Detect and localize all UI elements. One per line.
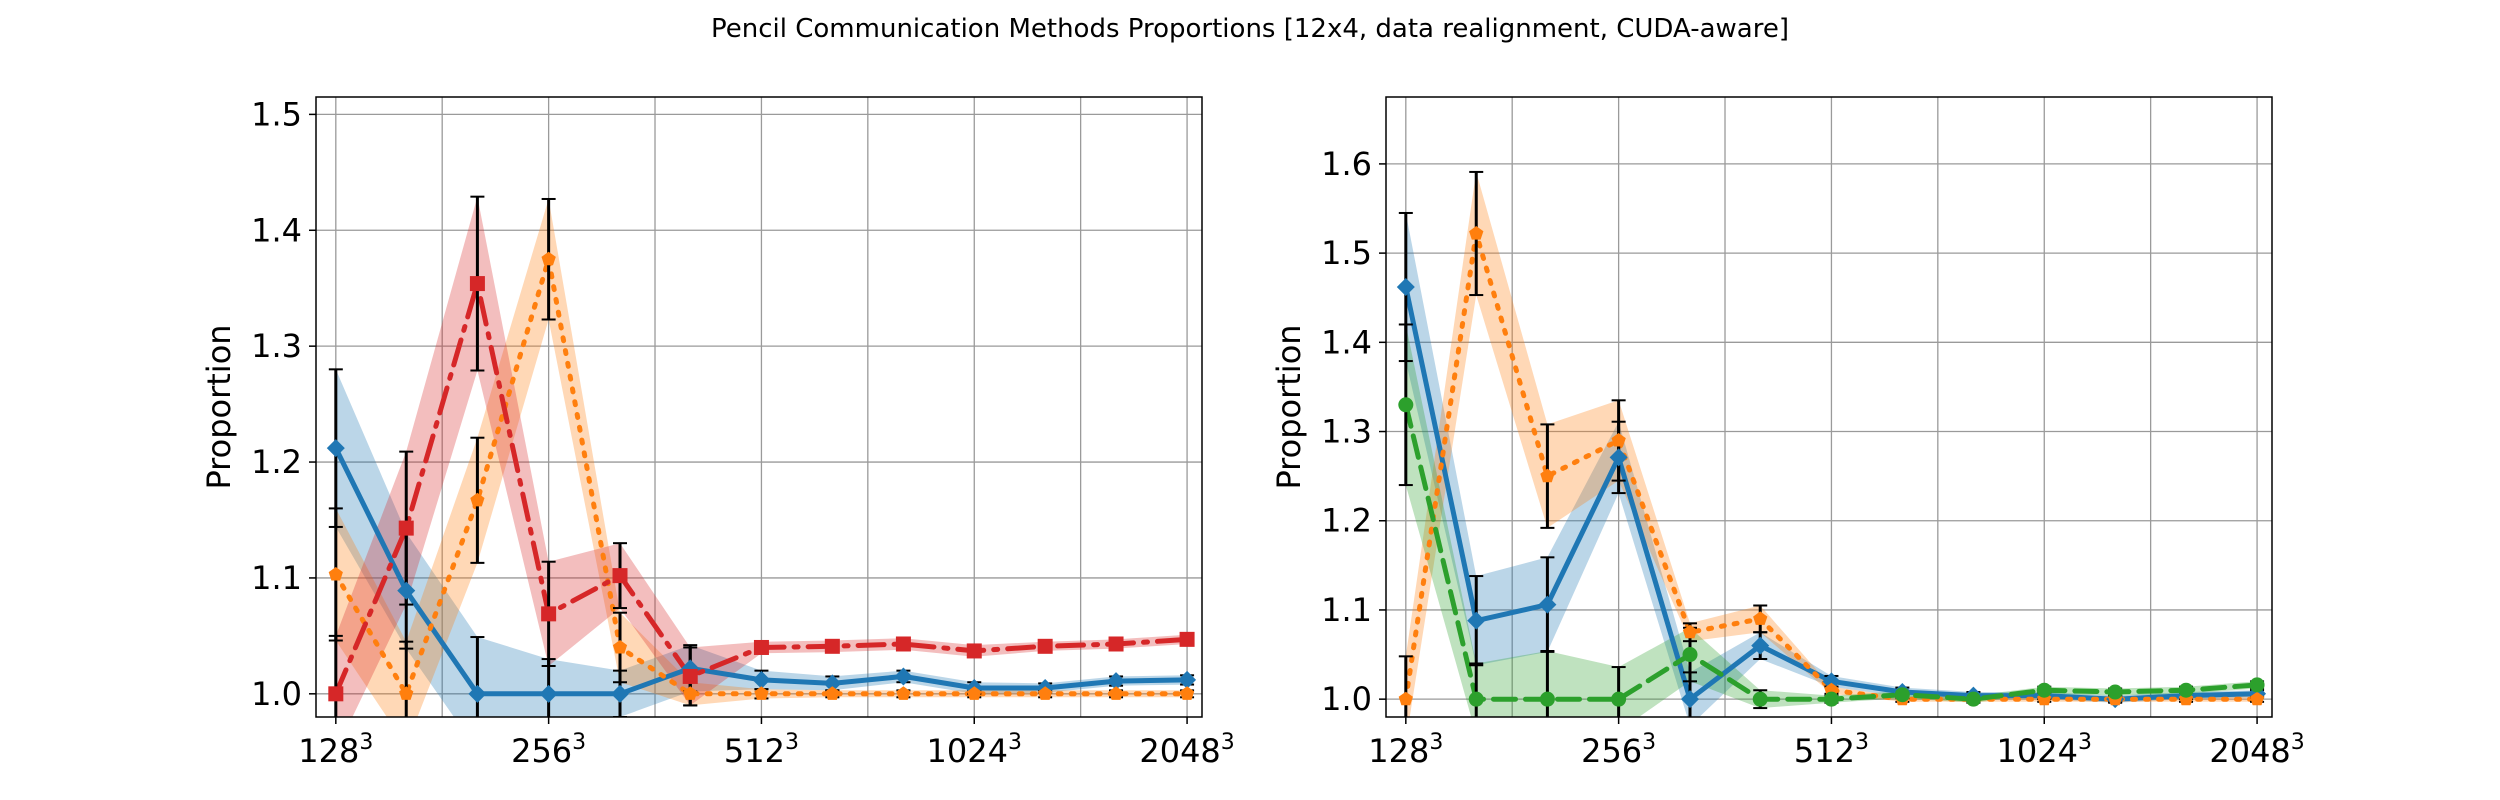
- y-tick-label: 1.4: [1321, 323, 1372, 361]
- y-tick-label: 1.3: [1321, 413, 1372, 451]
- figure-title: Pencil Communication Methods Proportions…: [711, 14, 1789, 44]
- series-1-point: [326, 439, 345, 458]
- y-tick-label: 1.5: [1321, 234, 1372, 272]
- series-2-band: [335, 199, 1188, 717]
- series-3-point: [1752, 691, 1768, 707]
- series-2-point: [754, 686, 769, 700]
- series-3-point: [2249, 677, 2265, 693]
- series-2-point: [1753, 611, 1768, 625]
- y-tick-label: 1.2: [251, 443, 302, 481]
- series-3-point: [895, 636, 911, 652]
- series-2-point: [896, 686, 911, 700]
- axes-frame: [315, 96, 1203, 718]
- series-3-point: [612, 568, 628, 584]
- x-tick-label: 20483: [2209, 730, 2304, 770]
- x-tick-label: 20483: [1139, 730, 1234, 770]
- series-2-point: [967, 686, 982, 700]
- y-tick-label: 1.2: [1321, 502, 1372, 540]
- series-1-point: [752, 670, 771, 689]
- series-1-point: [1609, 448, 1628, 467]
- series-2-point: [541, 251, 556, 266]
- series-1-point: [397, 581, 416, 600]
- series-2-point: [825, 686, 840, 700]
- series-3-point: [1108, 636, 1124, 652]
- series-2-point: [2249, 691, 2265, 706]
- y-tick-label: 1.1: [251, 559, 302, 597]
- axes-frame: [1385, 96, 2273, 718]
- series-1-point: [894, 667, 913, 686]
- series-3-point: [1468, 691, 1484, 707]
- series-1-point: [539, 684, 558, 703]
- y-tick-label: 1.4: [251, 211, 302, 249]
- series-3-point: [1965, 691, 1981, 707]
- series-1-point: [468, 684, 487, 703]
- series-2-point: [1682, 624, 1698, 639]
- series-3-point: [682, 668, 698, 684]
- series-3-point: [1179, 631, 1195, 647]
- x-tick-label: 5123: [1794, 730, 1869, 770]
- series-1-point: [1467, 611, 1486, 630]
- series-3-point: [541, 606, 557, 622]
- right-panel: 1.0 1.1 1.2 1.3 1.4 1.5 1.6 1283 2563 5123 10243 20…: [1270, 96, 2305, 770]
- series-3-point: [2036, 682, 2052, 698]
- series-3-point: [2107, 684, 2123, 700]
- series-3-point: [1611, 691, 1627, 707]
- series-2-point: [1038, 686, 1053, 700]
- series-1-point: [1178, 670, 1197, 689]
- series-1-point: [1396, 278, 1415, 297]
- series-2-point: [328, 567, 343, 581]
- series-2-band: [1405, 171, 2258, 717]
- series-3-point: [1398, 397, 1414, 413]
- series-2-point: [1611, 433, 1626, 447]
- series-2-point: [683, 686, 698, 700]
- y-axis-label: Proportion: [1270, 324, 1308, 489]
- series-2-point: [612, 640, 628, 654]
- y-tick-label: 1.6: [1321, 145, 1372, 183]
- series-3-point: [1894, 687, 1910, 703]
- series-3-point: [469, 276, 485, 292]
- series-3-point: [1539, 691, 1555, 707]
- series-3-point: [1823, 691, 1839, 707]
- series-1-point: [823, 674, 842, 693]
- x-tick-label: 10243: [1997, 730, 2092, 770]
- series-2-point: [1108, 686, 1124, 700]
- series-1-point: [1822, 672, 1841, 691]
- series-3-point: [1037, 638, 1053, 654]
- series-3-point: [1682, 647, 1698, 663]
- y-tick-label: 1.1: [1321, 591, 1372, 629]
- plot-area: [1396, 170, 2267, 717]
- series-2-point: [1179, 686, 1195, 700]
- y-tick-label: 1.0: [251, 675, 302, 713]
- y-tick-label: 1.5: [251, 95, 302, 133]
- series-3-point: [2178, 682, 2194, 698]
- series-1-point: [611, 684, 630, 703]
- series-2-point: [470, 492, 485, 507]
- left-panel: 1.0 1.1 1.2 1.3 1.4 1.5 1283 2563 5123 10243 20483…: [200, 95, 1235, 770]
- x-tick-label: 2563: [511, 730, 586, 770]
- series-2-point: [399, 686, 414, 700]
- series-3-point: [966, 643, 982, 659]
- series-1-point: [1751, 636, 1770, 655]
- x-tick-label: 10243: [927, 730, 1022, 770]
- series-1-point: [1538, 595, 1557, 614]
- y-tick-label: 1.3: [251, 327, 302, 365]
- y-tick-label: 1.0: [1321, 680, 1372, 718]
- series-3-point: [824, 638, 840, 654]
- series-3-point: [328, 686, 344, 702]
- series-3-point: [398, 520, 414, 536]
- x-tick-label: 5123: [724, 730, 799, 770]
- series-1-point: [1107, 672, 1126, 691]
- plot-area: [326, 195, 1197, 717]
- series-2-point: [1540, 468, 1555, 483]
- series-3-point: [753, 639, 769, 655]
- x-tick-label: 2563: [1581, 730, 1656, 770]
- y-axis-label: Proportion: [200, 324, 238, 489]
- x-tick-label: 1283: [1368, 730, 1443, 770]
- series-1-point: [1681, 690, 1700, 709]
- series-3-band: [1405, 324, 2258, 717]
- series-2-point: [1398, 691, 1413, 706]
- x-tick-label: 1283: [298, 730, 373, 770]
- series-2-point: [1469, 226, 1484, 240]
